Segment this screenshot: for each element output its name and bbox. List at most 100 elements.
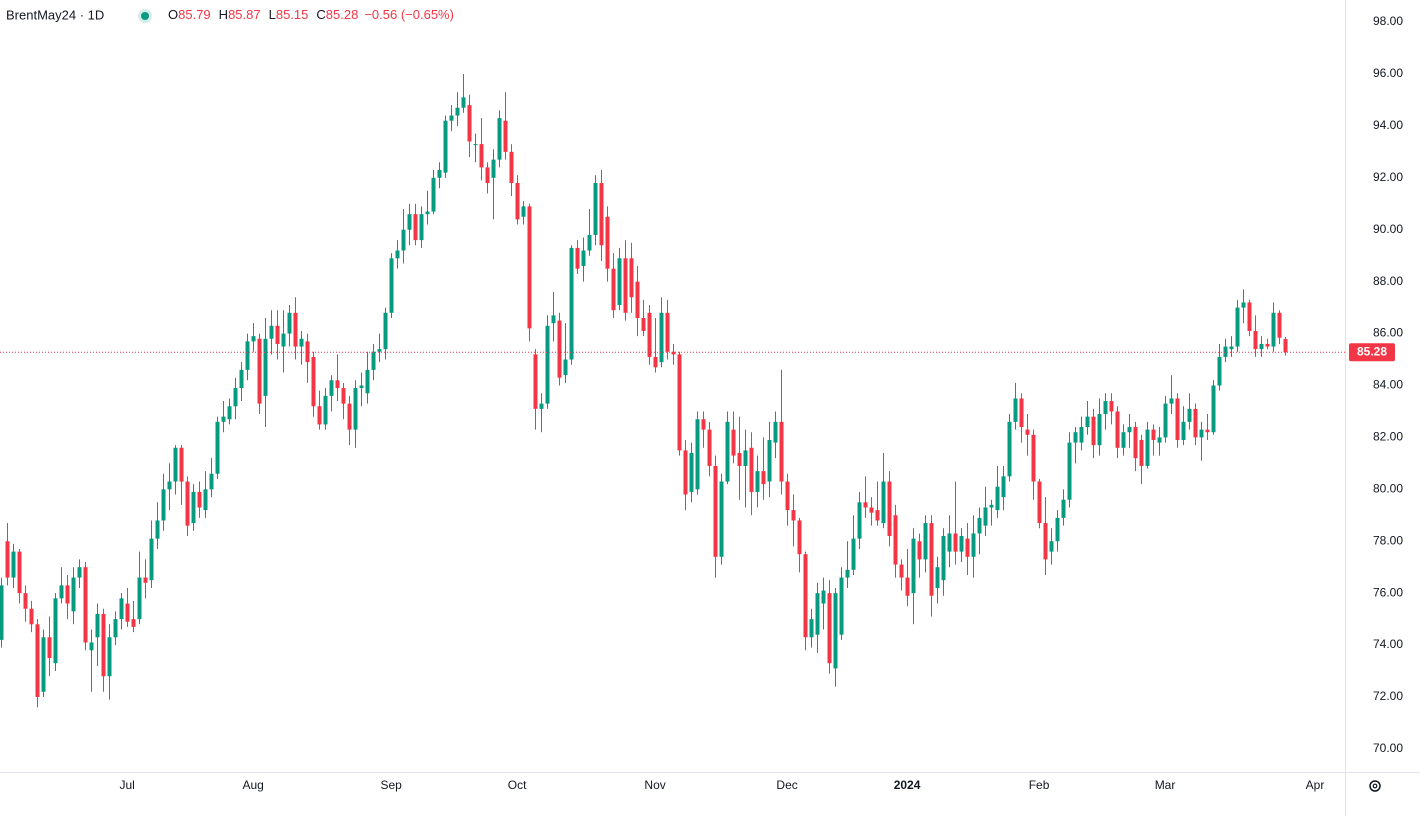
candle-body: [617, 258, 622, 306]
candle-body: [185, 481, 190, 526]
y-tick-label: 90.00: [1373, 222, 1403, 236]
candle-body: [635, 281, 640, 318]
candle-body: [263, 338, 268, 396]
candle-body: [461, 97, 466, 108]
candle-body: [623, 258, 628, 313]
y-tick-label: 86.00: [1373, 326, 1403, 340]
candle-body: [479, 144, 484, 168]
candle-body: [833, 593, 838, 669]
candle-body: [1121, 432, 1126, 448]
candle-body: [539, 403, 544, 409]
last-price-label: 85.28: [1357, 344, 1387, 358]
candle-body: [815, 593, 820, 635]
candle-body: [1241, 302, 1246, 308]
x-tick-label: Aug: [242, 778, 263, 792]
y-tick-label: 94.00: [1373, 118, 1403, 132]
settings-icon-center: [1372, 783, 1378, 789]
candle-body: [0, 585, 4, 640]
candle-body: [179, 447, 184, 482]
candle-body: [1097, 414, 1102, 446]
candle-body: [1205, 429, 1210, 433]
candle-body: [347, 403, 352, 430]
settings-icon[interactable]: [1369, 780, 1381, 792]
candle-body: [659, 312, 664, 363]
candle-body: [905, 577, 910, 596]
candle-body: [839, 577, 844, 635]
candle-body: [845, 569, 850, 578]
candle-body: [995, 486, 1000, 511]
candle-body: [1193, 408, 1198, 438]
candle-body: [929, 523, 934, 596]
ohlc-values: O85.79 H85.87 L85.15 C85.28 −0.56 (−0.65%): [168, 7, 454, 22]
candle-body: [413, 214, 418, 241]
candle-body: [671, 351, 676, 355]
candle-body: [1151, 429, 1156, 440]
candle-body: [215, 421, 220, 474]
candle-body: [935, 567, 940, 588]
candle-body: [647, 312, 652, 357]
candle-body: [785, 481, 790, 511]
candle-body: [521, 206, 526, 217]
candle-body: [977, 517, 982, 534]
candle-body: [1223, 346, 1228, 357]
x-tick-label: Apr: [1306, 778, 1325, 792]
y-tick-label: 84.00: [1373, 378, 1403, 392]
candle-body: [71, 577, 76, 612]
candle-body: [1025, 429, 1030, 435]
candle-body: [65, 585, 70, 604]
candle-body: [1085, 416, 1090, 428]
candle-body: [1175, 398, 1180, 440]
candle-body: [1013, 398, 1018, 422]
candle-body: [491, 159, 496, 178]
candle-body: [431, 177, 436, 212]
candle-body: [131, 619, 136, 627]
candle-body: [701, 419, 706, 430]
candle-body: [779, 421, 784, 482]
candle-body: [533, 354, 538, 409]
candle-body: [59, 585, 64, 599]
candle-body: [971, 533, 976, 557]
candle-body: [1259, 343, 1264, 350]
candle-body: [563, 359, 568, 376]
candle-body: [1247, 302, 1252, 331]
candle-body: [605, 216, 610, 269]
candle-body: [743, 450, 748, 466]
candle-body: [1169, 398, 1174, 404]
ohlc-value: 85.87: [228, 7, 261, 22]
candle-body: [119, 598, 124, 620]
candle-body: [1187, 408, 1192, 422]
settings-button[interactable]: [1369, 780, 1381, 792]
candle-body: [821, 590, 826, 604]
candle-body: [1001, 476, 1006, 498]
candle-body: [23, 593, 28, 609]
candle-body: [1127, 427, 1132, 433]
candle-body: [551, 315, 556, 324]
candle-body: [95, 613, 100, 638]
candle-body: [641, 317, 646, 331]
candle-body: [311, 356, 316, 407]
ohlc-key: L: [269, 7, 276, 22]
candle-body: [449, 115, 454, 121]
candle-body: [29, 608, 34, 625]
y-tick-label: 82.00: [1373, 430, 1403, 444]
plot-area: [0, 73, 1345, 708]
candle-body: [851, 538, 856, 570]
candle-body: [227, 406, 232, 420]
candle-body: [899, 564, 904, 578]
candle-body: [191, 491, 196, 524]
candle-body: [383, 312, 388, 350]
candle-body: [731, 429, 736, 456]
candle-body: [503, 120, 508, 152]
candle-body: [89, 642, 94, 651]
ohlc-value: 85.15: [276, 7, 309, 22]
y-tick-label: 70.00: [1373, 741, 1403, 755]
candle-body: [599, 183, 604, 246]
candle-body: [1061, 499, 1066, 518]
candle-body: [11, 551, 16, 578]
candle-body: [83, 567, 88, 643]
candle-body: [335, 380, 340, 389]
y-tick-label: 92.00: [1373, 170, 1403, 184]
candle-body: [1079, 427, 1084, 443]
candle-body: [455, 107, 460, 116]
